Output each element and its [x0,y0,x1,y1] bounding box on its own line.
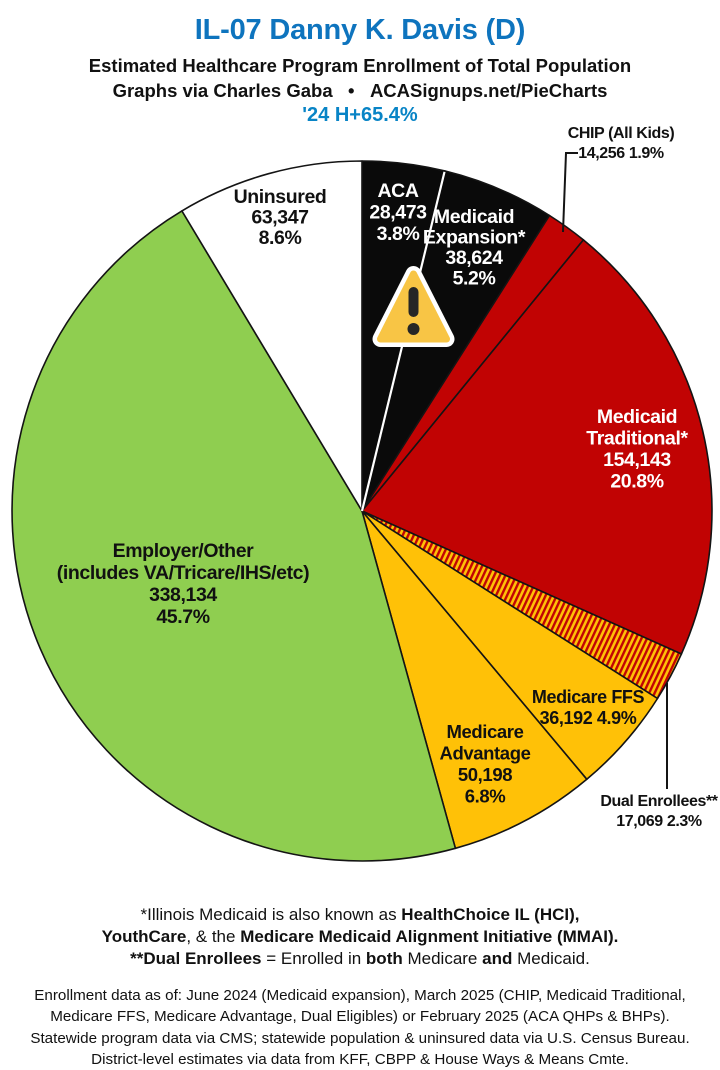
page-title: IL-07 Danny K. Davis (D) [194,14,526,46]
pie-slice-uninsured [181,160,363,512]
slice-label-medicare-advantage: Medicare Advantage 50,198 6.8% [440,721,531,807]
footnote-medicaid-names: *Illinois Medicaid is also known as Heal… [0,904,720,970]
slice-label-medicaid-traditional: Medicaid Traditional* 154,143 20.8% [586,406,688,493]
pie-slice-employer-other [11,210,457,862]
chart-subtitle: Estimated Healthcare Program Enrollment … [88,55,632,76]
footnote-line: Medicare FFS, Medicare Advantage, Dual E… [50,1008,670,1026]
footnote-line: YouthCare, & the Medicare Medicaid Align… [101,927,619,946]
slice-label-medicaid-expansion: Medicaid Expansion* 38,624 5.2% [423,206,526,290]
credit-line: Graphs via Charles Gaba • ACASignups.net… [112,80,608,101]
footnote-data-sources: Enrollment data as of: June 2024 (Medica… [0,985,720,1070]
slice-label-employer-other: Employer/Other (includes VA/Tricare/IHS/e… [57,540,309,628]
footnote-line: District-level estimates via data from K… [91,1050,629,1068]
pie-slice-medicare-advantage [361,510,588,850]
pie-layer: ACA 28,473 3.8%Medicaid Expansion* 38,624 5.2… [11,125,719,862]
footnote-line: Enrollment data as of: June 2024 (Medica… [34,987,686,1004]
slice-label-chip: CHIP (All Kids) 14,256 1.9% [568,125,675,162]
footnote-line: Statewide program data via CMS; statewid… [30,1029,690,1047]
slice-label-uninsured: Uninsured 63,347 8.6% [234,186,327,249]
slice-label-medicare-ffs: Medicare FFS 36,192 4.9% [532,687,645,728]
leader-line-chip [562,152,578,233]
footnote-line: **Dual Enrollees = Enrolled in both Medi… [130,949,590,968]
trend-line: '24 H+65.4% [302,104,418,126]
footnote-line: *Illinois Medicaid is also known as Heal… [140,905,580,924]
slice-label-dual-enrollees: Dual Enrollees** 17,069 2.3% [600,793,718,830]
pie-slice-medicaid-traditional [361,239,713,655]
warning-exclamation-bar [408,287,419,317]
warning-exclamation-dot [407,323,420,335]
slice-label-aca: ACA 28,473 3.8% [369,180,427,245]
warning-icon [372,266,455,347]
